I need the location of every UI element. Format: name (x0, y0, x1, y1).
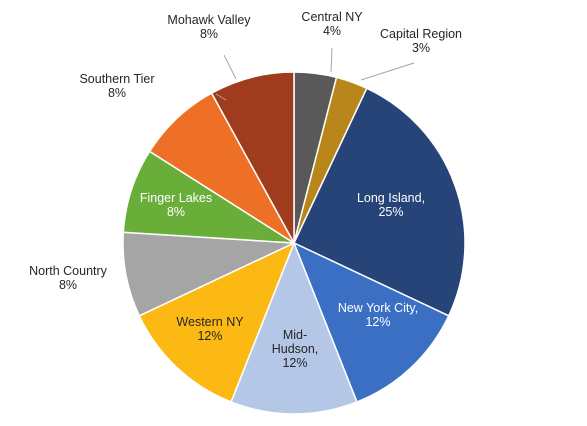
pie-slices (122, 71, 466, 415)
data-label-line: 8% (59, 278, 77, 292)
data-label-line: Long Island, (357, 191, 425, 205)
data-label-line: 8% (200, 27, 218, 41)
pie-slice-mid-hudson (230, 240, 358, 415)
data-label-line: Mohawk Valley (167, 13, 251, 27)
pie-slice-new-york-city (292, 241, 450, 403)
data-label-line: Western NY (176, 315, 244, 329)
data-label-line: Finger Lakes (140, 191, 212, 205)
leader-line-southern-tier (215, 93, 227, 101)
data-label-line: Mid- (283, 328, 307, 342)
pie-slice-western-ny (138, 241, 296, 403)
leader-line-central-ny (330, 47, 333, 73)
leader-line-capital-region (360, 62, 415, 81)
data-label-line: North Country (29, 264, 108, 278)
data-label-line: Southern Tier (79, 72, 154, 86)
data-label-line: 12% (365, 315, 390, 329)
data-label-line: Hudson, (272, 342, 319, 356)
leader-lines (215, 47, 415, 101)
data-label-mid-hudson: Mid-Hudson, 12% (272, 328, 319, 370)
data-label-western-ny: Western NY 12% (176, 315, 244, 343)
data-label-mohawk-valley: Mohawk Valley 8% (167, 13, 251, 41)
data-label-capital-region: Capital Region 3% (380, 27, 462, 55)
data-label-long-island: Long Island, 25% (357, 191, 425, 219)
data-label-line: 8% (108, 86, 126, 100)
data-label-line: 3% (412, 41, 430, 55)
data-label-southern-tier: Southern Tier 8% (79, 72, 154, 100)
data-label-north-country: North Country 8% (29, 264, 108, 292)
slice-labels: Central NY 4% Capital Region 3% Long Island,… (29, 10, 462, 370)
data-label-line: New York City, (338, 301, 418, 315)
data-label-finger-lakes: Finger Lakes 8% (140, 191, 212, 219)
data-label-line: 25% (378, 205, 403, 219)
data-label-central-ny: Central NY 4% (301, 10, 363, 38)
data-label-line: Central NY (301, 10, 363, 24)
pie-slice-long-island (293, 87, 466, 317)
data-label-line: Capital Region (380, 27, 462, 41)
data-label-line: 12% (197, 329, 222, 343)
data-label-line: 4% (323, 24, 341, 38)
leader-line-mohawk-valley (223, 54, 237, 80)
data-label-line: 8% (167, 205, 185, 219)
data-label-new-york-city: New York City, 12% (338, 301, 418, 329)
pie-slice-mohawk-valley (210, 71, 295, 244)
data-label-line: 12% (282, 356, 307, 370)
